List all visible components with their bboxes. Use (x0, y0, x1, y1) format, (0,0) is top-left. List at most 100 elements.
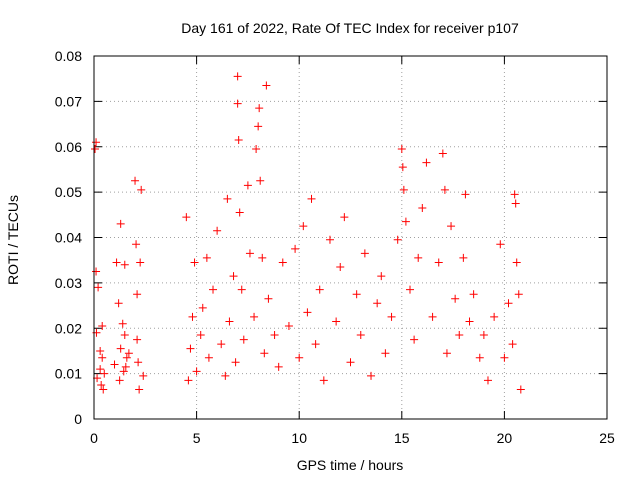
data-point (428, 312, 437, 321)
data-point (234, 135, 243, 144)
data-point (188, 312, 197, 321)
grid-lines (94, 56, 607, 419)
data-point (116, 344, 125, 353)
data-point (406, 285, 415, 294)
data-points (91, 72, 525, 394)
data-point (295, 353, 304, 362)
data-point (440, 185, 449, 194)
data-point (122, 353, 131, 362)
y-tick-label: 0.03 (55, 275, 82, 291)
data-point (209, 285, 218, 294)
data-point (92, 138, 101, 147)
x-tick-label: 0 (90, 430, 98, 446)
data-point (434, 258, 443, 267)
data-point (119, 367, 128, 376)
data-point (303, 308, 312, 317)
data-point (139, 371, 148, 380)
data-point (438, 149, 447, 158)
data-point (239, 335, 248, 344)
data-point (231, 358, 240, 367)
data-point (233, 72, 242, 81)
data-point (299, 222, 308, 231)
data-point (115, 376, 124, 385)
data-point (99, 385, 108, 394)
data-point (332, 317, 341, 326)
data-point (319, 376, 328, 385)
data-point (373, 299, 382, 308)
data-point (496, 240, 505, 249)
data-point (112, 258, 121, 267)
data-point (262, 81, 271, 90)
data-point (274, 362, 283, 371)
data-point (237, 285, 246, 294)
data-point (190, 258, 199, 267)
data-point (284, 321, 293, 330)
data-point (381, 349, 390, 358)
tick-labels: 0 5 10 15 20 25 0 0.01 0.02 0.03 0.04 0.05 0.06 0.07 0… (55, 48, 615, 446)
data-point (475, 353, 484, 362)
data-point (278, 258, 287, 267)
data-point (511, 199, 520, 208)
data-point (307, 194, 316, 203)
data-point (245, 249, 254, 258)
data-point (204, 353, 213, 362)
data-point (121, 362, 130, 371)
data-point (401, 217, 410, 226)
data-point (346, 358, 355, 367)
data-point (352, 290, 361, 299)
y-tick-label: 0.06 (55, 139, 82, 155)
data-point (100, 369, 109, 378)
data-point (198, 303, 207, 312)
data-point (340, 213, 349, 222)
data-point (410, 335, 419, 344)
data-point (447, 222, 456, 231)
data-point (131, 176, 140, 185)
chart-title: Day 161 of 2022, Rate Of TEC Index for r… (181, 20, 519, 36)
data-point (217, 340, 226, 349)
data-point (465, 317, 474, 326)
data-point (192, 367, 201, 376)
data-point (94, 283, 103, 292)
data-point (469, 290, 478, 299)
y-tick-label: 0 (74, 411, 82, 427)
data-point (96, 365, 105, 374)
data-point (514, 290, 523, 299)
data-point (418, 204, 427, 213)
data-point (98, 321, 107, 330)
data-point (490, 312, 499, 321)
data-point (132, 240, 141, 249)
data-point (110, 360, 119, 369)
data-point (92, 267, 101, 276)
data-point (233, 99, 242, 108)
data-point (255, 104, 264, 113)
data-point (186, 344, 195, 353)
data-point (422, 158, 431, 167)
data-point (243, 181, 252, 190)
data-point (137, 185, 146, 194)
x-tick-label: 25 (599, 430, 615, 446)
data-point (315, 285, 324, 294)
data-point (270, 331, 279, 340)
data-point (512, 258, 521, 267)
x-tick-label: 10 (291, 430, 307, 446)
data-point (229, 272, 238, 281)
data-point (252, 145, 261, 154)
data-point (223, 194, 232, 203)
data-point (225, 317, 234, 326)
data-point (397, 145, 406, 154)
data-point (96, 346, 105, 355)
data-point (118, 319, 127, 328)
data-point (325, 235, 334, 244)
data-point (250, 312, 259, 321)
data-point (398, 163, 407, 172)
data-point (254, 122, 263, 131)
data-point (356, 331, 365, 340)
data-point (213, 226, 222, 235)
data-point (459, 253, 468, 262)
data-point (291, 244, 300, 253)
data-point (504, 299, 513, 308)
data-point (116, 219, 125, 228)
data-point (202, 253, 211, 262)
